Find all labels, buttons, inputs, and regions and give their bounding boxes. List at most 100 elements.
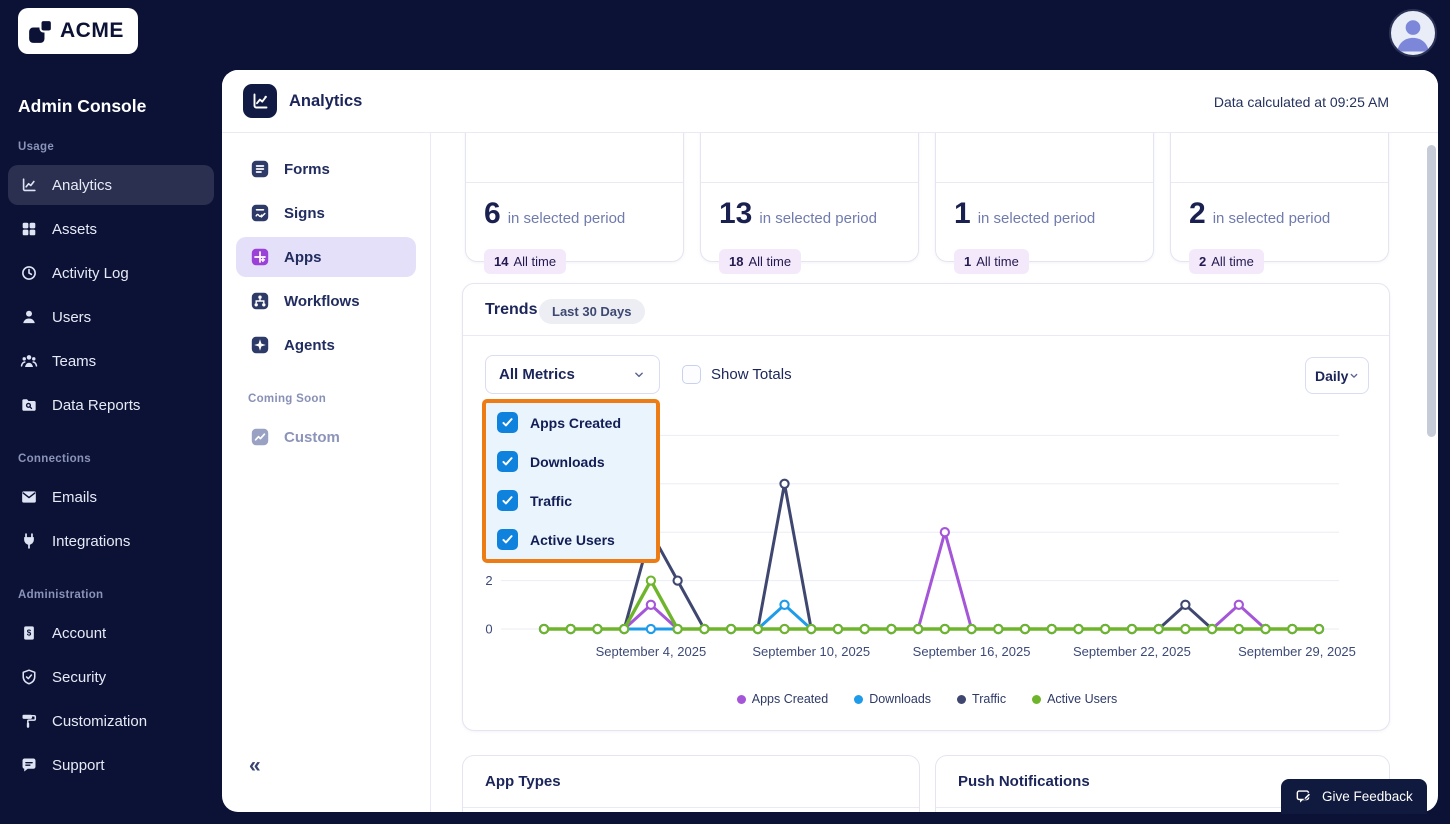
sidebar-item-data-reports[interactable]: Data Reports bbox=[8, 385, 214, 425]
stat-alltime-badge: 2 All time bbox=[1189, 249, 1264, 274]
legend-item-downloads[interactable]: Downloads bbox=[854, 692, 931, 706]
person-icon bbox=[1392, 12, 1434, 54]
sidebar-item-assets[interactable]: Assets bbox=[8, 209, 214, 249]
legend-label: Apps Created bbox=[751, 692, 829, 706]
subnav-item-workflows[interactable]: Workflows bbox=[236, 281, 416, 321]
subnav-item-apps[interactable]: Apps bbox=[236, 237, 416, 277]
sidebar-item-label: Users bbox=[52, 308, 92, 326]
legend-item-apps-created[interactable]: Apps Created bbox=[736, 692, 829, 706]
customization-icon bbox=[20, 712, 38, 730]
metric-checkbox-traffic[interactable] bbox=[497, 490, 518, 511]
svg-text:September 29, 2025: September 29, 2025 bbox=[1238, 644, 1356, 659]
sidebar-item-security[interactable]: Security bbox=[8, 657, 214, 697]
metric-checkbox-apps-created[interactable] bbox=[497, 412, 518, 433]
metrics-select[interactable]: All Metrics bbox=[485, 355, 660, 394]
sidebar-item-emails[interactable]: Emails bbox=[8, 477, 214, 517]
subnav-item-label: Signs bbox=[284, 204, 325, 222]
metric-checkbox-label: Active Users bbox=[530, 531, 615, 548]
sidebar-section-label-administration: Administration bbox=[18, 589, 104, 601]
stat-period-row: 13 in selected period bbox=[719, 197, 877, 231]
workflows-icon bbox=[250, 291, 270, 311]
stat-period-value: 13 bbox=[719, 197, 753, 230]
user-avatar[interactable] bbox=[1389, 9, 1437, 57]
trend-line-chart: 0 2 September 4, 2025 September 10, 2025 Sep… bbox=[485, 434, 1356, 659]
sidebar-item-integrations[interactable]: Integrations bbox=[8, 521, 214, 561]
app-types-title: App Types bbox=[485, 773, 561, 790]
sidebar-item-activity-log[interactable]: Activity Log bbox=[8, 253, 214, 293]
subnav-item-custom[interactable]: Custom bbox=[236, 417, 416, 457]
stat-period-label: in selected period bbox=[759, 210, 877, 227]
stat-period-label: in selected period bbox=[977, 210, 1096, 227]
subnav: Forms Signs Apps Workflows Agents Coming Soon… bbox=[236, 149, 416, 461]
legend-item-active-users[interactable]: Active Users bbox=[1032, 692, 1117, 706]
stat-alltime-badge: 18 All time bbox=[719, 249, 802, 274]
subnav-item-label: Apps bbox=[284, 248, 322, 266]
subnav-item-forms[interactable]: Forms bbox=[236, 149, 416, 189]
give-feedback-button[interactable]: Give Feedback bbox=[1281, 779, 1427, 814]
sidebar-item-label: Security bbox=[52, 668, 107, 686]
stat-period-label: in selected period bbox=[507, 210, 626, 227]
scrollbar-thumb[interactable] bbox=[1427, 145, 1436, 437]
sidebar-section-label-usage: Usage bbox=[18, 141, 55, 153]
show-totals-label: Show Totals bbox=[711, 366, 792, 383]
coming-soon-label: Coming Soon bbox=[248, 393, 327, 405]
stat-alltime-value: 14 bbox=[494, 254, 509, 269]
emails-icon bbox=[20, 488, 38, 506]
acme-logo-icon bbox=[28, 18, 53, 44]
sidebar-item-label: Analytics bbox=[52, 176, 113, 194]
stat-card-divider bbox=[1171, 182, 1388, 183]
sidebar-item-label: Support bbox=[52, 756, 105, 774]
sidebar-item-analytics[interactable]: Analytics bbox=[8, 165, 214, 205]
metric-checkbox-downloads[interactable] bbox=[497, 451, 518, 472]
users-icon bbox=[20, 308, 38, 326]
trends-period-badge: Last 30 Days bbox=[539, 299, 645, 324]
legend-item-traffic[interactable]: Traffic bbox=[957, 692, 1006, 706]
check-icon bbox=[500, 532, 515, 547]
sidebar-item-label: Emails bbox=[52, 488, 98, 506]
sidebar-item-customization[interactable]: Customization bbox=[8, 701, 214, 741]
push-notifications-title: Push Notifications bbox=[958, 773, 1090, 790]
page-title: Analytics bbox=[289, 92, 363, 110]
console-title: Admin Console bbox=[18, 96, 147, 116]
metrics-select-value: All Metrics bbox=[499, 366, 575, 383]
subnav-item-label: Workflows bbox=[284, 292, 360, 310]
collapse-sidebar-button[interactable]: « bbox=[249, 754, 261, 777]
subnav-item-agents[interactable]: Agents bbox=[236, 325, 416, 365]
legend-label: Active Users bbox=[1047, 692, 1118, 706]
metric-checkbox-row: Apps Created bbox=[497, 403, 656, 442]
interval-select[interactable]: Daily bbox=[1305, 357, 1369, 394]
svg-text:September 10, 2025: September 10, 2025 bbox=[752, 644, 870, 659]
forms-icon bbox=[250, 159, 270, 179]
sidebar-nav: Usage Analytics Assets Activity Log Users Tea… bbox=[8, 141, 214, 789]
metric-checkbox-row: Downloads bbox=[497, 442, 656, 481]
sidebar-item-teams[interactable]: Teams bbox=[8, 341, 214, 381]
sidebar-item-label: Activity Log bbox=[52, 264, 129, 282]
subnav-item-label: Agents bbox=[284, 336, 335, 354]
acme-logo[interactable]: ACME bbox=[18, 8, 138, 54]
check-icon bbox=[500, 493, 515, 508]
logo-text: ACME bbox=[60, 19, 124, 42]
sidebar-item-account[interactable]: $ Account bbox=[8, 613, 214, 653]
subnav-item-label: Custom bbox=[284, 428, 340, 446]
stat-period-value: 6 bbox=[484, 197, 501, 230]
svg-text:September 22, 2025: September 22, 2025 bbox=[1073, 644, 1191, 659]
metric-checkbox-active-users[interactable] bbox=[497, 529, 518, 550]
svg-text:September 4, 2025: September 4, 2025 bbox=[596, 644, 707, 659]
trends-card: Trends Last 30 Days All Metrics Show Tot… bbox=[462, 283, 1390, 731]
divider bbox=[463, 335, 1389, 336]
give-feedback-label: Give Feedback bbox=[1322, 789, 1413, 804]
legend-label: Downloads bbox=[869, 692, 932, 706]
stat-alltime-badge: 1 All time bbox=[954, 249, 1029, 274]
sidebar-item-support[interactable]: Support bbox=[8, 745, 214, 785]
show-totals: Show Totals bbox=[682, 365, 792, 384]
stat-card-divider bbox=[936, 182, 1153, 183]
stat-alltime-label: All time bbox=[513, 254, 557, 269]
sidebar-item-users[interactable]: Users bbox=[8, 297, 214, 337]
feedback-icon bbox=[1295, 788, 1313, 806]
check-icon bbox=[500, 454, 515, 469]
chevron-down-icon bbox=[1348, 370, 1360, 382]
subnav-item-signs[interactable]: Signs bbox=[236, 193, 416, 233]
sidebar-item-label: Teams bbox=[52, 352, 97, 370]
show-totals-checkbox[interactable] bbox=[682, 365, 701, 384]
divider bbox=[936, 807, 1389, 808]
